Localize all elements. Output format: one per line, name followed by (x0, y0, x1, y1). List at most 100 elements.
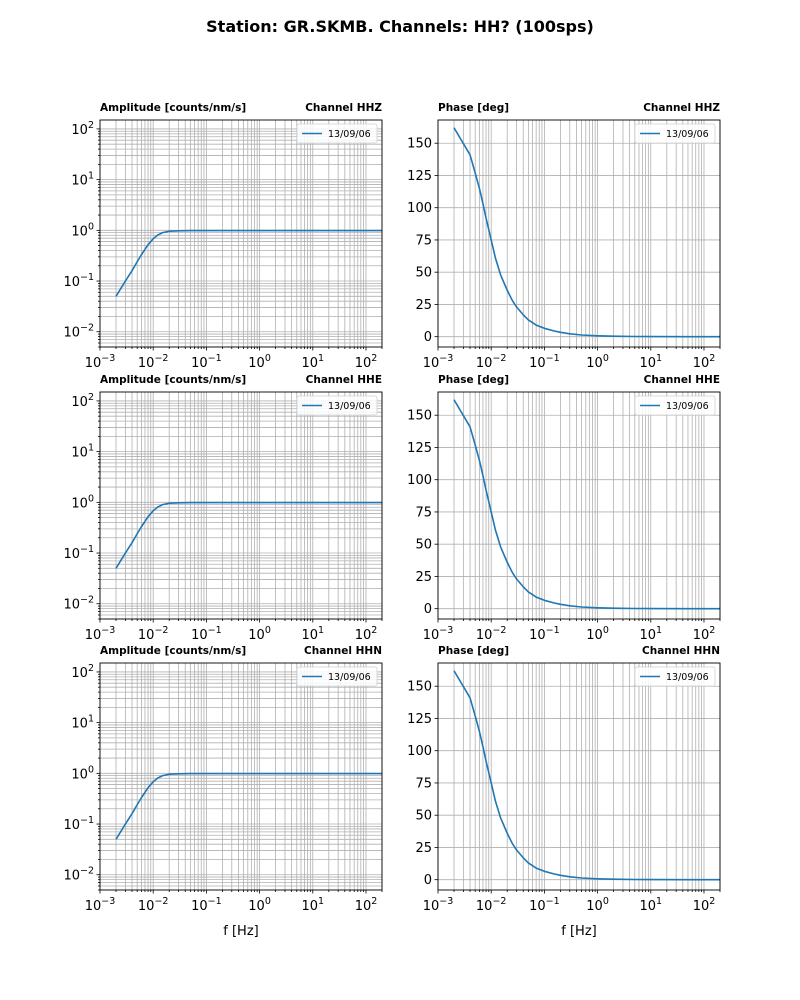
subplot-title-left: Amplitude [counts/nm/s] (100, 645, 246, 657)
legend-label: 13/09/06 (666, 129, 709, 140)
axes-frame (437, 662, 721, 891)
legend: 13/09/06 (634, 123, 716, 144)
x-tick-label: 100 (248, 625, 271, 643)
y-tick-label: 100 (407, 744, 432, 759)
y-tick-label: 100 (71, 221, 94, 239)
x-axis-label: f [Hz] (561, 924, 596, 939)
x-tick-label: 10−2 (476, 896, 507, 914)
x-tick-label: 10−3 (423, 896, 454, 914)
y-tick-label: 10−2 (63, 866, 94, 884)
x-tick-label: 100 (586, 353, 609, 371)
x-tick-label: 10−1 (529, 896, 560, 914)
ticks (96, 400, 383, 623)
y-tick-label: 75 (415, 505, 432, 520)
series-line-phase (453, 399, 721, 610)
x-tick-label: 101 (639, 896, 662, 914)
series-line-amplitude (115, 501, 382, 569)
subplot-amplitude-hhz: 10−3 10−2 10−1 100 101 102 10−2 10−1 100 101 102 Am… (63, 102, 383, 371)
y-tick-label: 125 (407, 441, 432, 456)
legend: 13/09/06 (296, 395, 378, 416)
subplot-title-right: Channel HHZ (305, 102, 382, 114)
y-tick-label: 25 (415, 841, 432, 856)
y-tick-label: 50 (415, 266, 432, 281)
series-line-amplitude (115, 229, 382, 297)
subplot-phase-hhe: 10−3 10−2 10−1 100 101 102 0 25 50 75 100 125 150 Pha… (407, 374, 721, 643)
axes-frame (437, 119, 721, 348)
x-tick-label: 10−2 (138, 625, 169, 643)
y-tick-label: 25 (415, 570, 432, 585)
y-tick-label: 0 (424, 873, 432, 888)
x-tick-label: 10−1 (191, 353, 222, 371)
x-tick-label: 10−3 (423, 625, 454, 643)
subplot-title-right: Channel HHE (306, 374, 382, 386)
x-tick-label: 102 (355, 896, 378, 914)
x-tick-label: 101 (301, 896, 324, 914)
legend: 13/09/06 (296, 123, 378, 144)
y-tick-label: 100 (71, 493, 94, 511)
y-tick-label: 50 (415, 538, 432, 553)
x-tick-label: 100 (248, 896, 271, 914)
x-tick-label: 10−3 (85, 896, 116, 914)
y-tick-label: 0 (424, 602, 432, 617)
legend-box (634, 666, 716, 687)
y-tick-label: 150 (407, 409, 432, 424)
subplot-amplitude-hhn: 10−3 10−2 10−1 100 101 102 10−2 10−1 100 101 102 Am… (63, 645, 383, 939)
legend: 13/09/06 (634, 395, 716, 416)
ticks (434, 142, 721, 351)
subplot-title-left: Amplitude [counts/nm/s] (100, 102, 246, 114)
axes-frame (99, 391, 383, 620)
grid (99, 663, 383, 891)
legend-label: 13/09/06 (666, 672, 709, 683)
y-tick-label: 100 (71, 764, 94, 782)
grid (437, 663, 721, 890)
x-tick-label: 10−2 (138, 896, 169, 914)
grid (99, 120, 383, 348)
ticks (96, 128, 383, 351)
subplot-phase-hhn: 10−3 10−2 10−1 100 101 102 0 25 50 75 100 125 150 Pha… (407, 645, 721, 939)
y-tick-label: 101 (71, 714, 94, 732)
ticks (96, 671, 383, 894)
series-line-phase (453, 127, 721, 338)
figure-title: Station: GR.SKMB. Channels: HH? (100sps) (206, 17, 594, 36)
subplot-title-left: Phase [deg] (438, 645, 509, 657)
x-tick-label: 101 (639, 625, 662, 643)
x-tick-label: 101 (639, 353, 662, 371)
subplot-title-right: Channel HHZ (643, 102, 720, 114)
y-tick-label: 10−1 (63, 272, 94, 290)
y-tick-label: 10−2 (63, 323, 94, 341)
x-axis-label: f [Hz] (223, 924, 258, 939)
x-tick-label: 102 (355, 353, 378, 371)
x-tick-label: 102 (693, 353, 716, 371)
subplot-title-right: Channel HHE (644, 374, 720, 386)
legend-label: 13/09/06 (328, 672, 371, 683)
x-tick-label: 10−1 (529, 353, 560, 371)
y-tick-label: 10−1 (63, 815, 94, 833)
axes-frame (99, 662, 383, 891)
y-tick-label: 50 (415, 809, 432, 824)
y-tick-label: 10−1 (63, 544, 94, 562)
legend-label: 13/09/06 (328, 401, 371, 412)
x-tick-label: 10−2 (476, 353, 507, 371)
legend-label: 13/09/06 (666, 401, 709, 412)
x-tick-label: 10−1 (529, 625, 560, 643)
axes-frame (99, 119, 383, 348)
subplot-title-left: Phase [deg] (438, 374, 509, 386)
x-tick-label: 10−1 (191, 625, 222, 643)
y-tick-label: 102 (71, 120, 94, 138)
x-tick-label: 101 (301, 625, 324, 643)
y-tick-label: 25 (415, 298, 432, 313)
subplot-title-right: Channel HHN (642, 645, 720, 657)
legend-label: 13/09/06 (328, 129, 371, 140)
y-tick-label: 10−2 (63, 595, 94, 613)
series-line-amplitude (115, 772, 382, 840)
y-tick-label: 75 (415, 233, 432, 248)
x-tick-label: 10−3 (85, 625, 116, 643)
x-tick-label: 10−3 (423, 353, 454, 371)
series-line-phase (453, 670, 721, 881)
x-tick-label: 10−2 (138, 353, 169, 371)
y-tick-label: 102 (71, 663, 94, 681)
y-tick-label: 100 (407, 473, 432, 488)
x-tick-label: 102 (693, 625, 716, 643)
x-tick-label: 10−2 (476, 625, 507, 643)
